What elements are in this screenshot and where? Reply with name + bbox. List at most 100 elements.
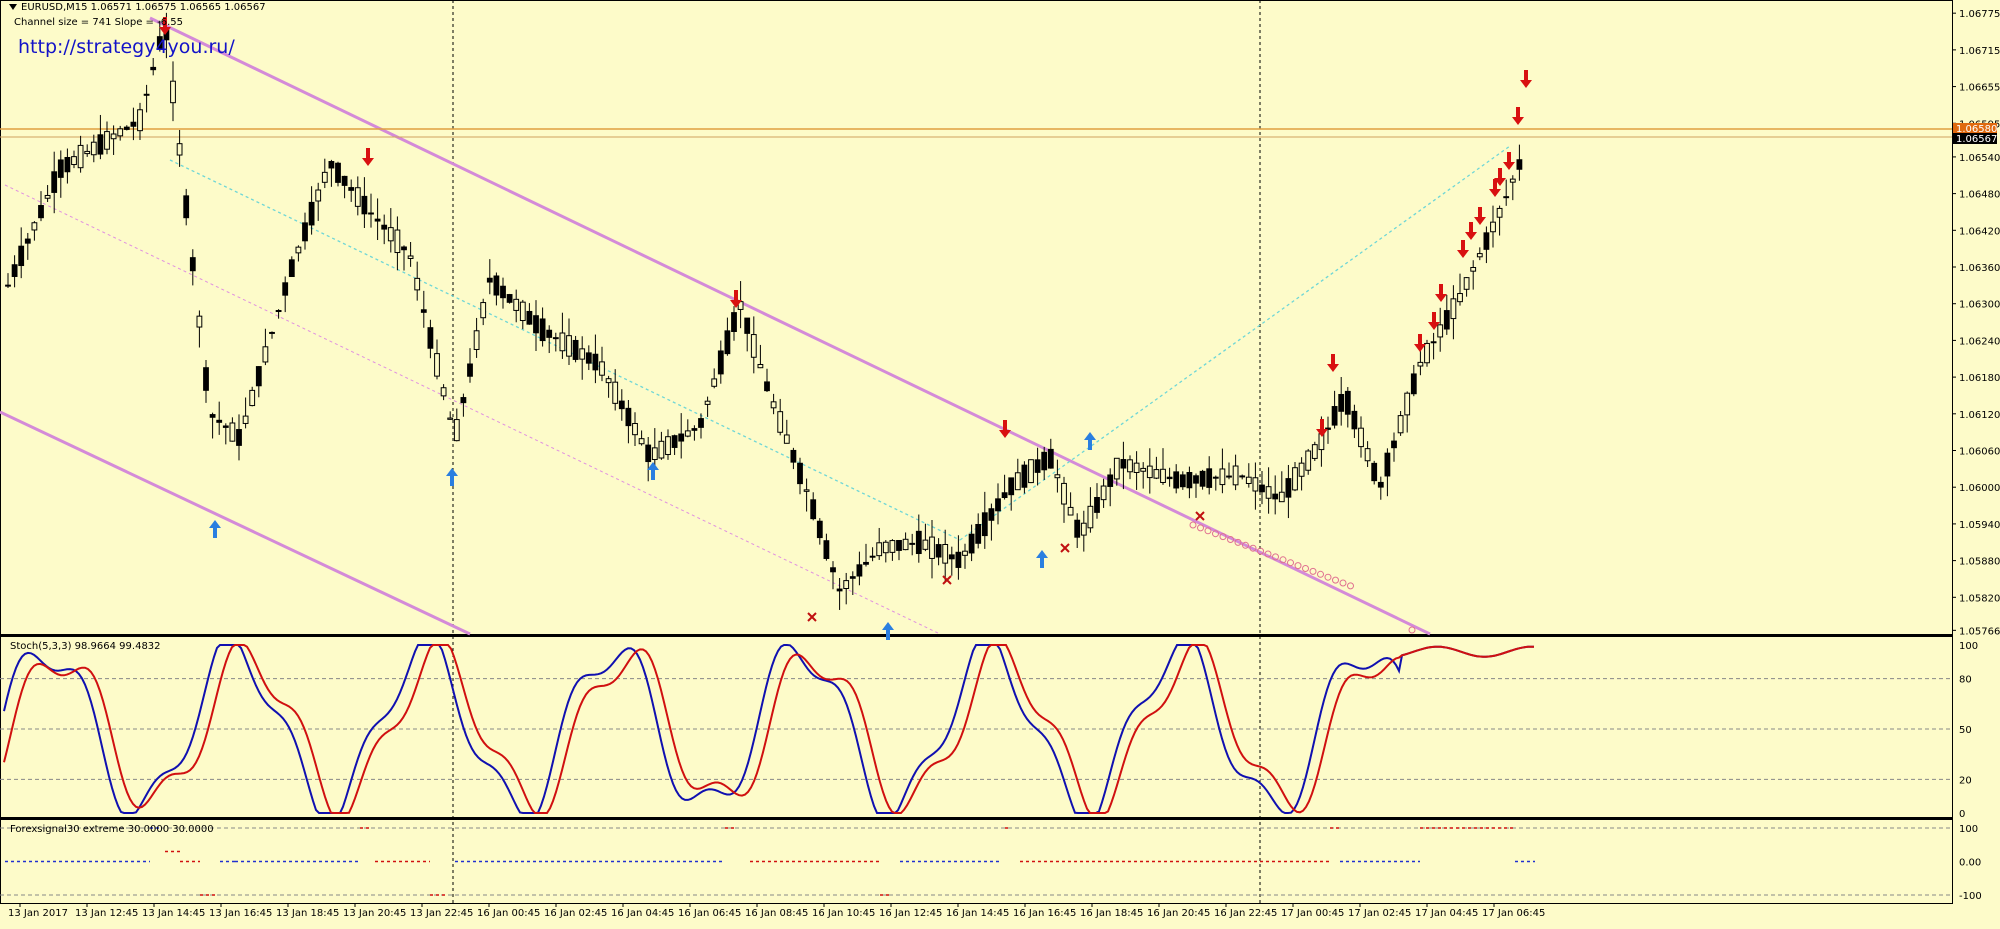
- collapse-triangle-icon[interactable]: [9, 4, 17, 10]
- candle-body: [1371, 462, 1378, 482]
- trail-dot-icon: [1257, 547, 1264, 555]
- panel-separator: [0, 634, 1952, 637]
- website-watermark: http://strategy4you.ru/: [18, 36, 235, 58]
- candle-body: [1463, 277, 1470, 290]
- candle-body: [1245, 476, 1252, 484]
- sell-arrow-icon: [730, 290, 742, 308]
- candle-body: [216, 419, 223, 423]
- candle-body: [64, 156, 71, 173]
- time-axis-label: 16 Jan 04:45: [611, 908, 674, 919]
- stoch-main-line: [3, 644, 1534, 814]
- candle-body: [1140, 467, 1147, 472]
- candle-body: [1067, 506, 1074, 516]
- stoch-level-label: 50: [1959, 725, 1972, 736]
- candle-body: [1120, 459, 1127, 469]
- candle-body: [981, 512, 988, 537]
- time-axis-label: 16 Jan 06:45: [678, 908, 741, 919]
- cross-marker-icon: [807, 612, 817, 622]
- channel-upper-line: [149, 16, 1431, 636]
- candle-body: [915, 530, 922, 555]
- price-axis-label: 1.06060: [1959, 447, 2000, 458]
- candle-body: [1100, 485, 1107, 501]
- candle-body: [1186, 472, 1193, 489]
- candle-body: [724, 330, 731, 355]
- candle-body: [1014, 472, 1021, 491]
- candle-body: [84, 150, 91, 155]
- candle-body: [156, 36, 163, 50]
- candle-body: [902, 538, 909, 551]
- price-axis-label: 1.06360: [1959, 263, 2000, 274]
- candle-body: [104, 131, 110, 150]
- candle-body: [150, 66, 157, 71]
- candle-body: [447, 417, 454, 420]
- candle-body: [335, 162, 341, 183]
- sell-arrow-icon: [1327, 354, 1339, 372]
- sell-arrow-icon: [1489, 179, 1501, 197]
- sell-arrow-icon: [1457, 240, 1469, 258]
- candle-body: [1239, 475, 1246, 478]
- candle-body: [1054, 474, 1061, 479]
- candle-body: [467, 363, 473, 377]
- candle-body: [1430, 341, 1437, 344]
- candle-body: [1338, 393, 1345, 412]
- projection-line: [959, 145, 1511, 541]
- candle-body: [143, 93, 150, 96]
- candle-body: [1404, 392, 1411, 416]
- stochastic-label: Stoch(5,3,3) 98.9664 99.4832: [10, 641, 161, 652]
- candle-body: [797, 462, 803, 485]
- candle-body: [427, 327, 434, 349]
- time-axis-label: 17 Jan 06:45: [1482, 908, 1545, 919]
- sell-arrow-icon: [1494, 168, 1506, 186]
- sell-arrow-icon: [1520, 70, 1532, 88]
- candle-body: [361, 195, 368, 215]
- candle-body: [731, 312, 737, 333]
- candle-body: [262, 346, 269, 363]
- candle-body: [691, 428, 698, 431]
- candle-body: [1331, 406, 1338, 426]
- candle-body: [876, 542, 883, 557]
- sell-arrow-icon: [1512, 107, 1524, 125]
- candle-body: [711, 378, 718, 387]
- candle-body: [717, 350, 724, 375]
- candle-body: [1107, 474, 1114, 487]
- trail-dot-icon: [1264, 550, 1272, 558]
- trail-dot-icon: [1227, 536, 1234, 543]
- candle-body: [572, 339, 579, 360]
- candle-body: [183, 195, 190, 219]
- time-axis-label: 16 Jan 14:45: [946, 908, 1009, 919]
- candle-body: [750, 334, 757, 358]
- candle-body: [387, 227, 394, 242]
- cross-marker-icon: [1195, 511, 1205, 521]
- candle-body: [579, 348, 586, 360]
- candle-body: [856, 564, 863, 577]
- candle-body: [1278, 491, 1285, 503]
- candle-body: [236, 429, 242, 446]
- candle-body: [77, 144, 84, 169]
- symbol-header: EURUSD,M15 1.06571 1.06575 1.06565 1.065…: [9, 2, 266, 13]
- stoch-level-label: 20: [1959, 775, 1972, 786]
- candle-body: [975, 523, 982, 544]
- candle-body: [249, 389, 256, 407]
- candle-body: [882, 541, 889, 554]
- candle-body: [137, 109, 143, 132]
- price-axis-label: 1.05766: [1959, 626, 2000, 637]
- buy-arrow-icon: [209, 520, 221, 538]
- candle-body: [97, 134, 104, 155]
- candle-body: [315, 189, 322, 202]
- candle-body: [658, 440, 665, 459]
- candle-body: [229, 422, 236, 442]
- candle-body: [1179, 474, 1186, 488]
- candle-body: [1206, 468, 1213, 488]
- candle-body: [269, 331, 275, 334]
- candle-body: [1503, 196, 1510, 199]
- candle-body: [830, 567, 836, 573]
- current-price-marker: [1953, 133, 1997, 144]
- trail-dot-icon: [1408, 626, 1416, 634]
- candle-body: [1311, 444, 1318, 459]
- candle-body: [1384, 452, 1391, 477]
- candle-body: [968, 533, 975, 554]
- candle-body: [1470, 267, 1477, 272]
- trail-dot-icon: [1302, 565, 1309, 572]
